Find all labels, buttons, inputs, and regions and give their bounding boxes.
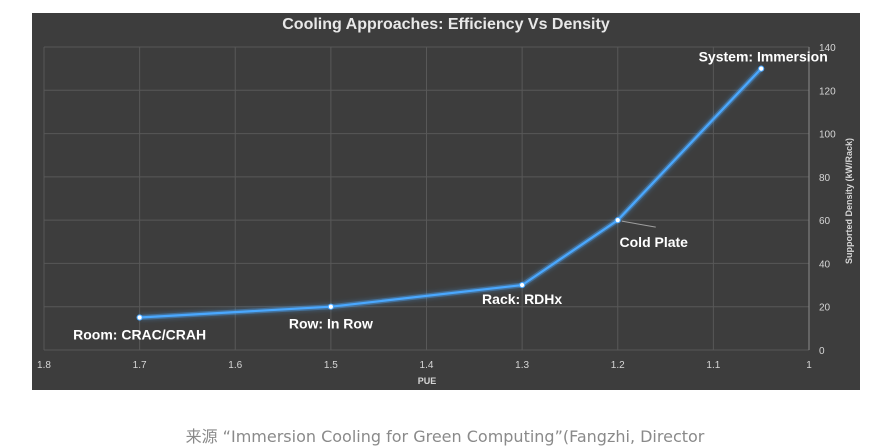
- series-line-glow: [139, 66, 764, 320]
- chart-title: Cooling Approaches: Efficiency Vs Densit…: [282, 16, 610, 33]
- chart-svg: Cooling Approaches: Efficiency Vs Densit…: [37, 16, 854, 386]
- data-point: [136, 314, 143, 321]
- series: [136, 65, 765, 321]
- y-tick-label: 60: [819, 216, 831, 227]
- grid: [43, 46, 810, 351]
- x-axis-label: PUE: [418, 376, 437, 386]
- data-point: [327, 303, 334, 310]
- x-tick-label: 1.4: [420, 360, 434, 371]
- x-tick-label: 1.7: [133, 360, 147, 371]
- figure-caption: 来源 “Immersion Cooling for Green Computin…: [185, 427, 705, 446]
- chart-frame: Cooling Approaches: Efficiency Vs Densit…: [32, 13, 860, 390]
- x-tick-label: 1.6: [228, 360, 242, 371]
- point-labels: Room: CRAC/CRAH Row: In Row Rack: RDHx Cold…: [73, 49, 828, 343]
- point-label: Rack: RDHx: [482, 291, 562, 307]
- y-tick-label: 40: [819, 259, 831, 270]
- series-line: [139, 67, 762, 319]
- point-label: Row: In Row: [289, 316, 373, 332]
- point-label: Cold Plate: [620, 234, 689, 250]
- y-tick-label: 120: [819, 86, 836, 97]
- leader-line: [621, 220, 656, 228]
- data-point: [519, 281, 526, 289]
- x-tick-label: 1.5: [324, 360, 338, 371]
- tick-labels: 1.8 1.7 1.6 1.5 1.4 1.3 1.2 1.1 10 20 40 60 80 100 120…: [37, 43, 836, 371]
- data-point: [758, 65, 765, 72]
- point-label: Room: CRAC/CRAH: [73, 327, 206, 343]
- data-point: [614, 217, 621, 224]
- x-tick-label: 1: [806, 360, 812, 371]
- x-tick-label: 1.3: [515, 360, 529, 371]
- x-tick-label: 1.8: [37, 360, 51, 371]
- y-axis-label: Supported Density (kW/Rack): [844, 138, 854, 264]
- y-tick-label: 140: [819, 43, 836, 54]
- x-tick-label: 1.2: [611, 360, 625, 371]
- y-tick-label: 20: [819, 303, 831, 314]
- y-tick-label: 100: [819, 130, 836, 141]
- y-tick-label: 0: [819, 346, 825, 357]
- y-tick-label: 80: [819, 173, 831, 184]
- x-tick-label: 1.1: [706, 360, 720, 371]
- point-label: System: Immersion: [699, 49, 828, 65]
